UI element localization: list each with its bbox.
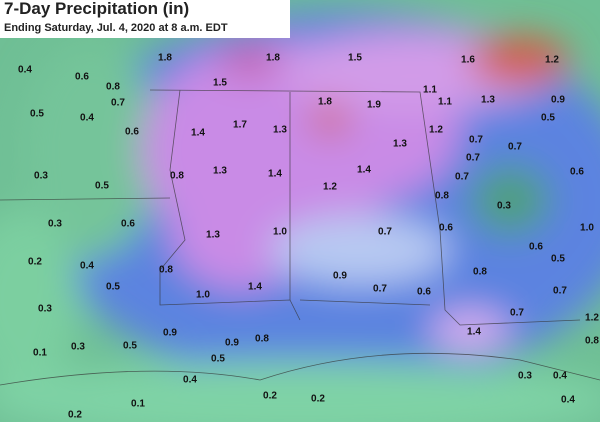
precip-label: 0.9: [551, 95, 565, 106]
label-layer: 0.4 1.8 1.8 1.5 1.6 1.2 0.6 0.8 1.5 1.1 0.7 0.5 0.4 1…: [18, 53, 599, 421]
precip-label: 0.3: [71, 342, 85, 353]
precip-label: 0.2: [311, 394, 325, 405]
precip-label: 0.7: [111, 98, 125, 109]
precip-label: 1.1: [438, 97, 452, 108]
precip-label: 1.0: [580, 223, 594, 234]
precip-label: 1.9: [367, 100, 381, 111]
precip-label: 0.8: [435, 191, 449, 202]
precip-label: 0.8: [585, 336, 599, 347]
precip-label: 0.6: [125, 127, 139, 138]
precip-label: 0.1: [131, 399, 145, 410]
precip-label: 1.0: [196, 290, 210, 301]
precip-label: 0.6: [121, 219, 135, 230]
precip-label: 0.2: [28, 257, 42, 268]
precip-label: 0.8: [159, 265, 173, 276]
precip-label: 0.4: [80, 261, 94, 272]
precip-label: 0.3: [38, 304, 52, 315]
precip-label: 1.8: [266, 53, 280, 64]
precip-label: 1.4: [248, 282, 262, 293]
precip-label: 0.8: [473, 267, 487, 278]
precip-label: 0.9: [225, 338, 239, 349]
precip-label: 0.7: [455, 172, 469, 183]
precip-label: 0.1: [33, 348, 47, 359]
precip-label: 1.4: [467, 327, 481, 338]
precip-label: 1.7: [233, 120, 247, 131]
precip-label: 1.2: [585, 313, 599, 324]
precip-label: 0.7: [553, 286, 567, 297]
precip-label: 0.5: [30, 109, 44, 120]
precip-label: 0.8: [255, 334, 269, 345]
precip-label: 0.6: [570, 167, 584, 178]
precip-label: 0.5: [211, 354, 225, 365]
precip-label: 0.4: [183, 375, 197, 386]
precip-label: 0.7: [378, 227, 392, 238]
precip-label: 0.9: [333, 271, 347, 282]
precip-label: 1.8: [318, 97, 332, 108]
precip-label: 0.2: [263, 391, 277, 402]
precip-label: 1.2: [429, 125, 443, 136]
precip-label: 0.3: [34, 171, 48, 182]
precip-label: 0.7: [508, 142, 522, 153]
precip-label: 1.0: [273, 227, 287, 238]
precip-label: 1.3: [273, 125, 287, 136]
precip-label: 0.8: [170, 171, 184, 182]
precip-label: 1.5: [213, 78, 227, 89]
precip-label: 0.5: [106, 282, 120, 293]
precip-label: 0.3: [48, 219, 62, 230]
precip-label: 0.2: [68, 410, 82, 421]
precip-label: 0.6: [417, 287, 431, 298]
precip-label: 1.4: [268, 169, 282, 180]
title: 7-Day Precipitation (in): [4, 0, 189, 18]
precip-label: 0.6: [75, 72, 89, 83]
precip-label: 0.7: [510, 308, 524, 319]
precip-label: 0.3: [497, 201, 511, 212]
precip-label: 1.3: [213, 166, 227, 177]
precip-label: 1.5: [348, 53, 362, 64]
precip-label: 0.4: [80, 113, 94, 124]
precip-label: 0.3: [518, 371, 532, 382]
precip-label: 0.4: [561, 395, 575, 406]
precip-label: 0.7: [469, 135, 483, 146]
precip-label: 0.5: [541, 113, 555, 124]
precip-label: 1.3: [481, 95, 495, 106]
precip-label: 0.7: [466, 153, 480, 164]
precip-label: 1.8: [158, 53, 172, 64]
state-borders: [0, 89, 600, 386]
precip-label: 1.4: [191, 128, 205, 139]
precip-field: [0, 10, 600, 422]
subtitle: Ending Saturday, Jul. 4, 2020 at 8 a.m. …: [4, 22, 228, 34]
precip-label: 1.4: [357, 165, 371, 176]
precip-label: 0.8: [106, 82, 120, 93]
precip-label: 1.6: [461, 55, 475, 66]
title-box: [0, 0, 290, 38]
precip-label: 1.3: [393, 139, 407, 150]
precip-label: 0.6: [529, 242, 543, 253]
precip-label: 0.5: [123, 341, 137, 352]
precip-label: 0.6: [439, 223, 453, 234]
precip-label: 0.7: [373, 284, 387, 295]
precip-label: 1.2: [545, 55, 559, 66]
precip-label: 1.1: [423, 85, 437, 96]
precip-label: 1.2: [323, 182, 337, 193]
precip-label: 0.4: [553, 371, 567, 382]
precip-label: 0.4: [18, 65, 32, 76]
precip-label: 0.9: [163, 328, 177, 339]
precip-label: 0.5: [95, 181, 109, 192]
precip-label: 0.5: [551, 254, 565, 265]
precip-label: 1.3: [206, 230, 220, 241]
